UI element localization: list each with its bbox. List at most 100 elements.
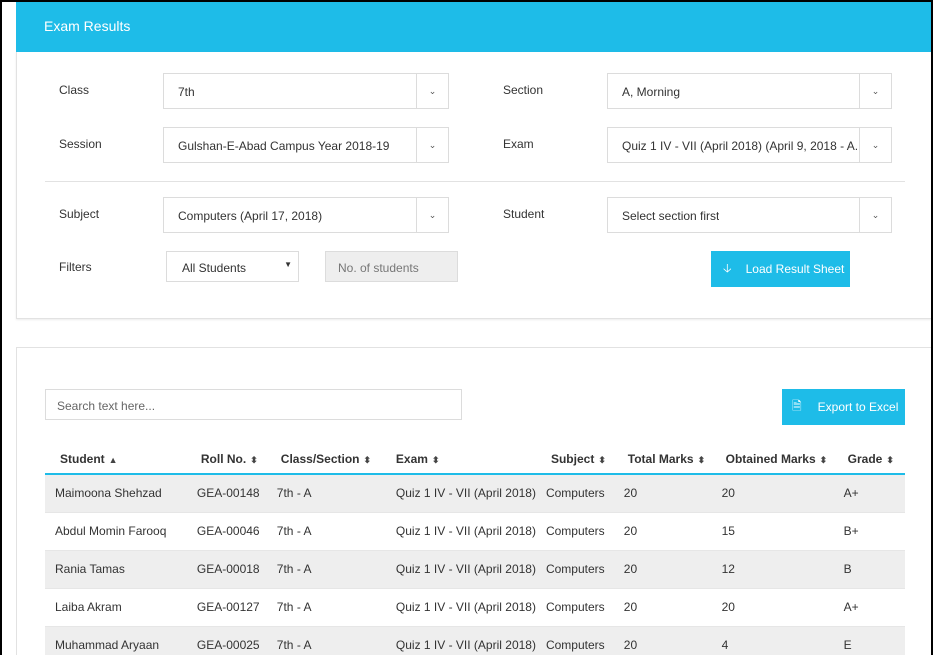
sort-asc-icon: ▲ xyxy=(108,454,118,465)
column-header-exam[interactable]: Exam ⬍ xyxy=(376,444,536,475)
sort-icon: ⬍ xyxy=(250,454,258,465)
subject-label: Subject xyxy=(59,207,100,221)
table-cell: A+ xyxy=(833,474,905,513)
search-placeholder: Search text here... xyxy=(57,399,156,413)
class-select[interactable]: 7th ⌄ xyxy=(163,73,449,109)
table-cell: 20 xyxy=(613,512,713,551)
sort-icon: ⬍ xyxy=(886,454,894,465)
sort-icon: ⬍ xyxy=(598,454,606,465)
student-count-input[interactable]: No. of students xyxy=(325,251,458,282)
table-cell: 20 xyxy=(613,626,713,655)
column-header-total-marks[interactable]: Total Marks ⬍ xyxy=(613,444,713,475)
table-cell: 7th - A xyxy=(266,474,377,513)
table-cell: 15 xyxy=(712,512,834,551)
section-value: A, Morning xyxy=(622,85,681,99)
table-cell: 7th - A xyxy=(266,550,377,589)
column-header-roll-no[interactable]: Roll No. ⬍ xyxy=(186,444,267,475)
table-cell: E xyxy=(833,626,905,655)
table-cell: Quiz 1 IV - VII (April 2018) xyxy=(376,626,536,655)
table-row[interactable]: Maimoona Shehzad GEA-00148 7th - A Quiz 1 I… xyxy=(45,474,905,513)
exam-value: Quiz 1 IV - VII (April 2018) (April 9, 2… xyxy=(622,139,858,153)
table-header-row: Student ▲ Roll No. ⬍ Class/Section ⬍ Exam ⬍ … xyxy=(45,444,905,475)
table-cell: Computers xyxy=(535,512,614,551)
table-cell: 4 xyxy=(712,626,834,655)
class-label: Class xyxy=(59,83,90,97)
table-cell: 20 xyxy=(613,474,713,513)
table-cell: Quiz 1 IV - VII (April 2018) xyxy=(376,474,536,513)
chevron-down-icon: ⌄ xyxy=(416,128,448,162)
panel-header: Exam Results xyxy=(16,2,931,52)
export-to-excel-button[interactable]: 🗎 Export to Excel xyxy=(782,389,905,425)
table-cell: Quiz 1 IV - VII (April 2018) xyxy=(376,588,536,627)
filters-label: Filters xyxy=(59,260,92,274)
table-row[interactable]: Abdul Momin Farooq GEA-00046 7th - A Quiz 1… xyxy=(45,512,905,551)
sort-icon: ⬍ xyxy=(697,454,706,465)
divider xyxy=(45,181,905,182)
table-cell: 7th - A xyxy=(266,626,377,655)
section-select[interactable]: A, Morning ⌄ xyxy=(607,73,892,109)
table-cell: GEA-00018 xyxy=(186,550,267,589)
column-header-student[interactable]: Student ▲ xyxy=(45,444,187,475)
table-cell: GEA-00127 xyxy=(186,588,267,627)
table-row[interactable]: Laiba Akram GEA-00127 7th - A Quiz 1 IV - V… xyxy=(45,588,905,627)
table-cell: B+ xyxy=(833,512,905,551)
table-cell: Maimoona Shehzad xyxy=(45,474,187,513)
table-cell: GEA-00148 xyxy=(186,474,267,513)
subject-select[interactable]: Computers (April 17, 2018) ⌄ xyxy=(163,197,449,233)
session-label: Session xyxy=(59,137,102,151)
student-value: Select section first xyxy=(622,209,720,223)
caret-down-icon: ▼ xyxy=(284,260,292,269)
chevron-down-icon: ⌄ xyxy=(416,74,448,108)
table-cell: 20 xyxy=(712,588,834,627)
table-cell: Muhammad Aryaan xyxy=(45,626,187,655)
table-row[interactable]: Rania Tamas GEA-00018 7th - A Quiz 1 IV - V… xyxy=(45,550,905,589)
chevron-down-icon: ⌄ xyxy=(859,198,891,232)
table-cell: Computers xyxy=(535,588,614,627)
student-count-placeholder: No. of students xyxy=(338,261,419,275)
table-cell: 20 xyxy=(712,474,834,513)
sort-icon: ⬍ xyxy=(819,454,828,465)
session-select[interactable]: Gulshan-E-Abad Campus Year 2018-19 ⌄ xyxy=(163,127,449,163)
search-input[interactable]: Search text here... xyxy=(45,389,462,420)
column-header-obtained-marks[interactable]: Obtained Marks ⬍ xyxy=(712,444,834,475)
load-button-label: Load Result Sheet xyxy=(745,262,845,276)
table-cell: Computers xyxy=(535,626,614,655)
class-value: 7th xyxy=(178,85,195,99)
column-header-subject[interactable]: Subject ⬍ xyxy=(535,444,614,475)
table-cell: Abdul Momin Farooq xyxy=(45,512,187,551)
table-cell: Quiz 1 IV - VII (April 2018) xyxy=(376,512,536,551)
exam-select[interactable]: Quiz 1 IV - VII (April 2018) (April 9, 2… xyxy=(607,127,892,163)
table-cell: GEA-00046 xyxy=(186,512,267,551)
sort-icon: ⬍ xyxy=(363,454,372,465)
column-header-grade[interactable]: Grade ⬍ xyxy=(833,444,905,475)
chevron-down-icon: ⌄ xyxy=(859,74,891,108)
file-icon: 🗎 xyxy=(792,398,802,413)
section-label: Section xyxy=(503,83,544,97)
table-cell: Quiz 1 IV - VII (April 2018) xyxy=(376,550,536,589)
table-cell: Computers xyxy=(535,550,614,589)
table-cell: Computers xyxy=(535,474,614,513)
sort-icon: ⬍ xyxy=(431,454,440,465)
load-result-sheet-button[interactable]: 🡣 Load Result Sheet xyxy=(711,251,850,287)
chevron-down-icon: ⌄ xyxy=(859,128,891,162)
table-cell: B xyxy=(833,550,905,589)
student-label: Student xyxy=(503,207,545,221)
table-cell: GEA-00025 xyxy=(186,626,267,655)
results-panel: Search text here... 🗎 Export to Excel St… xyxy=(16,347,931,655)
table-cell: 12 xyxy=(712,550,834,589)
table-cell: Rania Tamas xyxy=(45,550,187,589)
page-title: Exam Results xyxy=(44,18,131,34)
column-header-class-section[interactable]: Class/Section ⬍ xyxy=(266,444,377,475)
exam-label: Exam xyxy=(503,137,534,151)
subject-value: Computers (April 17, 2018) xyxy=(178,209,323,223)
student-filter-value: All Students xyxy=(182,261,247,275)
table-cell: A+ xyxy=(833,588,905,627)
table-cell: 20 xyxy=(613,550,713,589)
table-cell: Laiba Akram xyxy=(45,588,187,627)
student-select[interactable]: Select section first ⌄ xyxy=(607,197,892,233)
table-row[interactable]: Muhammad Aryaan GEA-00025 7th - A Quiz 1 IV… xyxy=(45,626,905,655)
chevron-down-icon: ⌄ xyxy=(416,198,448,232)
arrow-down-icon: 🡣 xyxy=(723,260,732,275)
student-filter-dropdown[interactable]: All Students ▼ xyxy=(166,251,299,282)
